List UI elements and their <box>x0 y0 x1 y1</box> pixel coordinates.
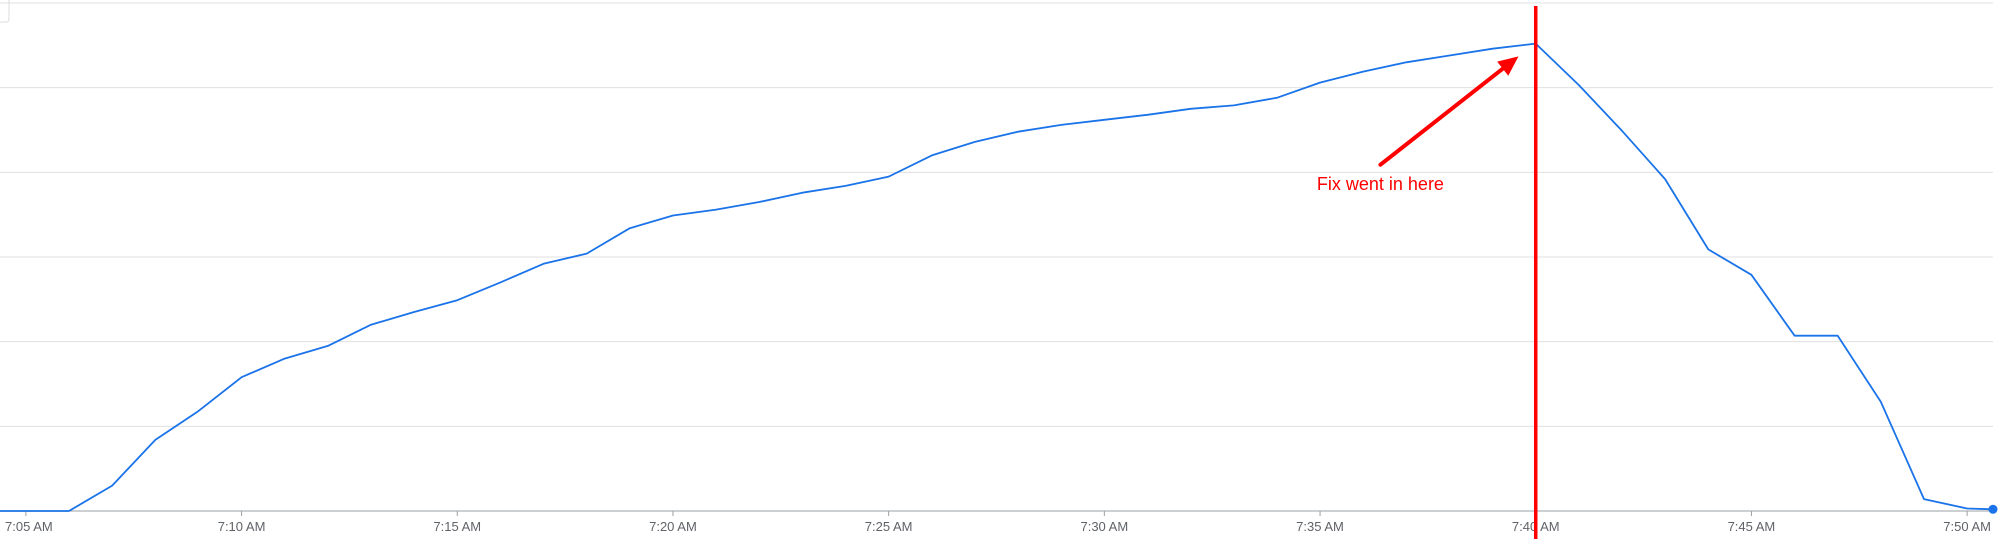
x-tick-label: 7:45 AM <box>1728 519 1776 534</box>
series-layer <box>0 42 1998 514</box>
annotation-arrow-shaft <box>1378 66 1505 167</box>
x-tick-label: 7:05 AM <box>5 519 53 534</box>
annotation-arrow-head <box>1497 56 1519 76</box>
annotation-label: Fix went in here <box>1317 174 1444 194</box>
series-line <box>0 42 1994 512</box>
gridlines <box>0 0 1993 427</box>
series-end-point <box>1988 504 1998 514</box>
x-tick-label: 7:25 AM <box>865 519 913 534</box>
x-tick-label: 7:10 AM <box>218 519 266 534</box>
x-tick-label: 7:50 AM <box>1943 519 1991 534</box>
x-tick-label: 7:20 AM <box>649 519 697 534</box>
x-axis: 7:05 AM 7:10 AM 7:15 AM 7:20 AM 7:25 AM 7:30 … <box>0 510 1993 534</box>
x-tick-label: 7:15 AM <box>433 519 481 534</box>
annotation-layer: Fix went in here <box>1317 6 1538 539</box>
x-tick-label: 7:35 AM <box>1296 519 1344 534</box>
x-tick-label: 7:30 AM <box>1080 519 1128 534</box>
panel-corner <box>0 0 10 23</box>
